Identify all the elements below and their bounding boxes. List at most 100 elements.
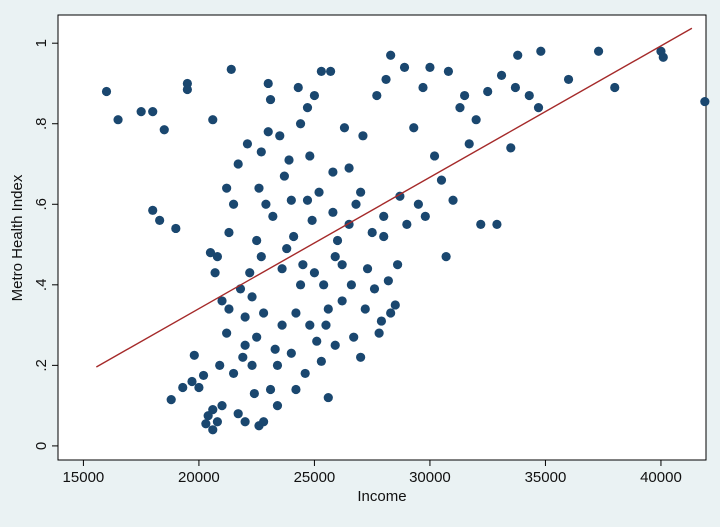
data-point: [182, 84, 192, 95]
data-point: [358, 131, 368, 141]
data-point: [136, 107, 146, 117]
data-point: [224, 227, 234, 238]
data-point: [245, 268, 255, 278]
data-point: [284, 155, 294, 165]
data-point: [240, 312, 250, 322]
data-point: [240, 417, 250, 427]
y-tick-label: 0: [33, 442, 50, 450]
data-point: [187, 376, 197, 387]
data-point: [228, 199, 239, 209]
fit-line: [96, 27, 693, 368]
x-axis-title: Income: [357, 488, 406, 505]
data-point: [425, 62, 435, 72]
y-tick-label: .4: [33, 279, 50, 292]
data-point: [113, 115, 123, 125]
data-point: [309, 90, 320, 101]
data-point: [272, 401, 283, 411]
data-point: [302, 195, 313, 205]
data-point: [381, 74, 391, 85]
y-tick-label: .8: [33, 117, 50, 130]
data-point: [344, 163, 354, 173]
data-point: [291, 384, 301, 395]
data-point: [272, 360, 283, 370]
data-point: [298, 260, 308, 270]
data-point: [159, 125, 169, 135]
data-point: [205, 248, 216, 258]
data-point: [201, 419, 211, 429]
data-point: [265, 94, 276, 105]
data-point: [399, 62, 410, 72]
data-point: [256, 252, 266, 262]
data-point: [166, 394, 176, 405]
data-point: [443, 66, 454, 76]
data-point: [291, 308, 301, 318]
data-point: [254, 183, 264, 193]
data-point: [233, 409, 243, 419]
data-point: [455, 103, 465, 113]
data-point: [210, 268, 220, 278]
data-point: [379, 211, 389, 221]
y-tick-label: .6: [33, 198, 50, 211]
x-tick-label: 25000: [294, 469, 336, 486]
data-point: [351, 199, 361, 209]
data-point: [563, 74, 574, 85]
data-point: [224, 304, 234, 314]
y-tick-label: .2: [33, 359, 50, 372]
data-point: [328, 167, 338, 177]
data-point: [277, 264, 287, 274]
data-point: [360, 304, 370, 314]
data-point: [332, 235, 343, 246]
data-point: [459, 90, 470, 101]
data-point: [513, 50, 523, 60]
data-point: [349, 332, 359, 342]
data-point: [189, 350, 199, 360]
data-point: [312, 336, 322, 346]
data-point: [217, 296, 227, 306]
data-point: [328, 207, 338, 217]
data-point: [268, 211, 278, 221]
x-tick-label: 35000: [525, 469, 567, 486]
data-point: [263, 127, 273, 137]
data-point: [242, 139, 253, 149]
data-point: [372, 90, 382, 101]
data-point: [593, 46, 604, 56]
data-point: [413, 199, 423, 209]
data-point: [265, 384, 276, 395]
data-point: [247, 360, 257, 370]
x-tick-label: 15000: [63, 469, 105, 486]
data-point: [212, 417, 223, 427]
data-point: [420, 211, 430, 221]
data-point: [492, 219, 502, 230]
data-point: [464, 139, 474, 149]
data-point: [302, 103, 313, 113]
data-point: [247, 292, 257, 302]
data-point: [376, 316, 387, 326]
data-point: [217, 401, 227, 411]
data-point: [270, 344, 280, 354]
data-point: [208, 115, 218, 125]
data-point: [101, 86, 112, 97]
data-point: [316, 66, 326, 76]
x-tick-label: 40000: [640, 469, 682, 486]
data-point: [392, 260, 403, 270]
data-point: [289, 231, 299, 242]
x-tick-label: 20000: [178, 469, 220, 486]
data-point: [275, 131, 285, 141]
data-point: [395, 191, 405, 201]
data-point: [259, 308, 269, 318]
data-point: [238, 352, 248, 362]
data-point: [325, 66, 336, 76]
data-point: [330, 252, 340, 262]
data-point: [203, 411, 213, 421]
data-point: [305, 151, 315, 161]
data-point: [700, 96, 710, 107]
x-tick-label: 30000: [409, 469, 451, 486]
data-point: [323, 392, 333, 403]
data-point: [429, 151, 440, 161]
data-point: [346, 280, 356, 290]
data-point: [263, 78, 273, 89]
data-point: [510, 82, 521, 93]
data-point: [282, 243, 292, 254]
data-point: [496, 70, 507, 81]
